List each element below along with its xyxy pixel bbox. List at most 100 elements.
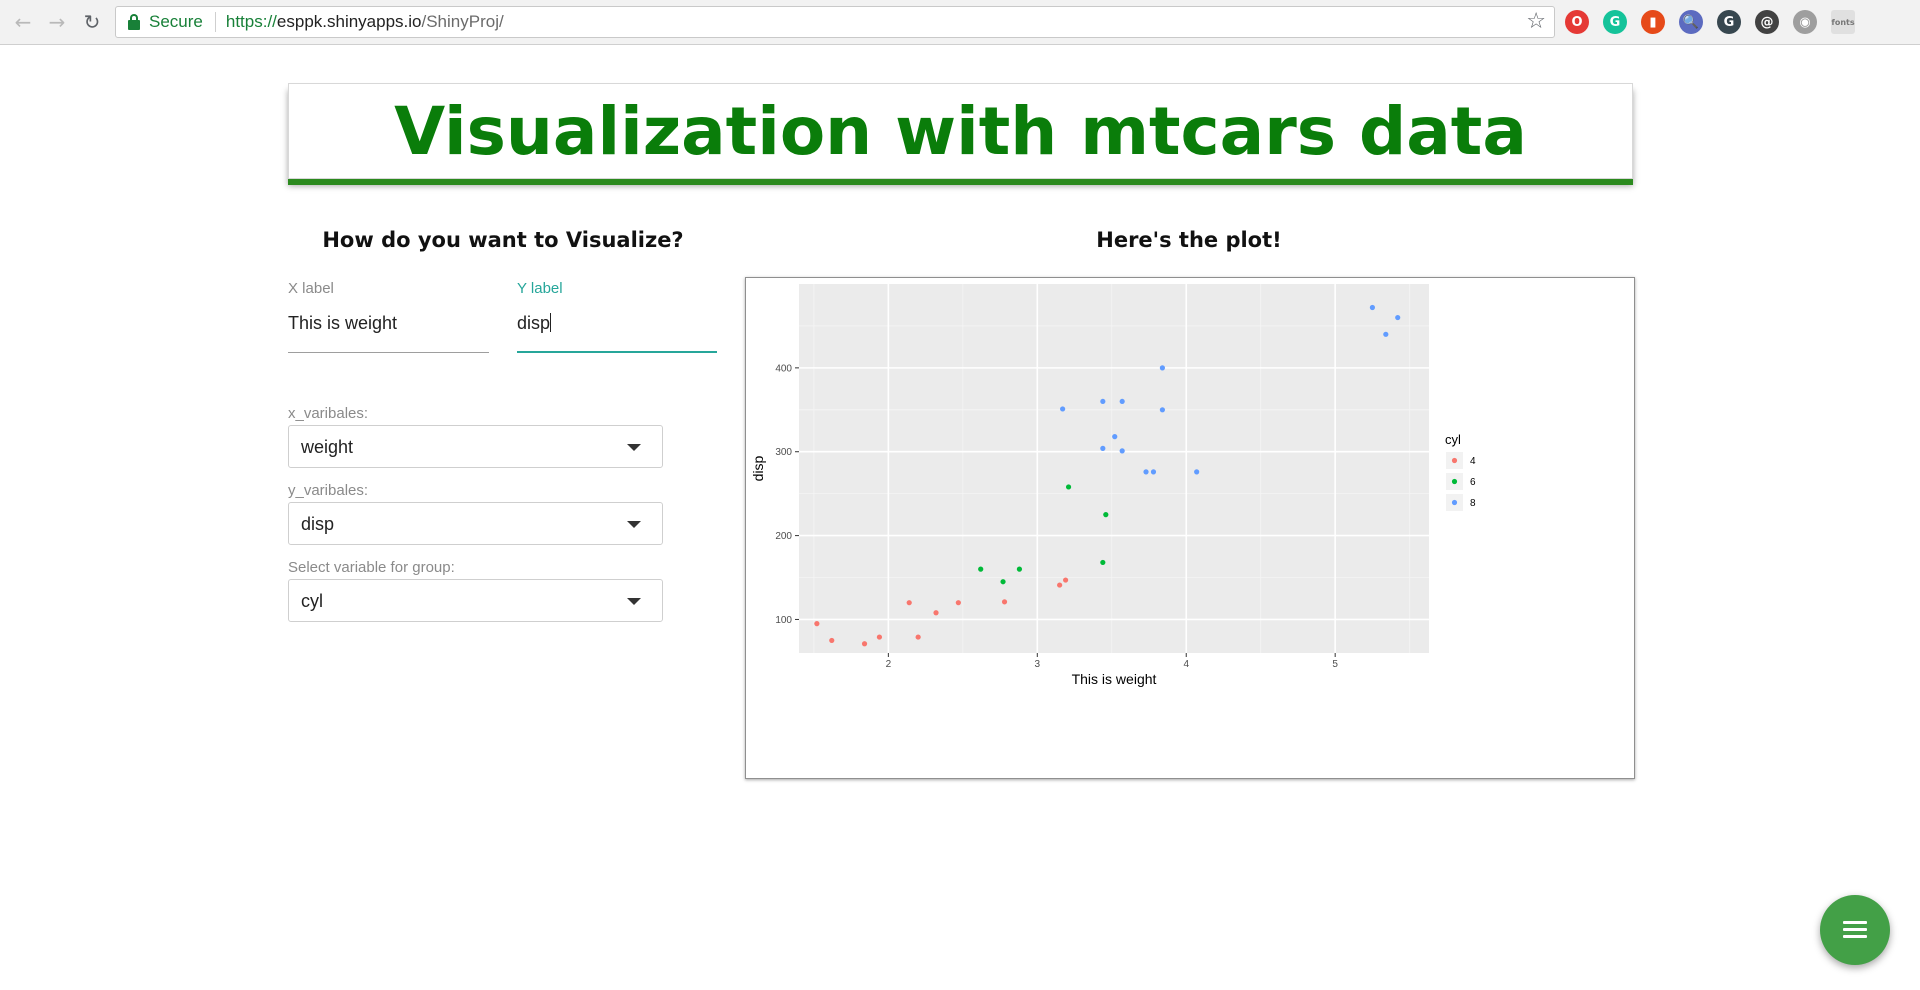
data-point-cyl-8 [1159,407,1166,413]
y-tick-label: 300 [775,447,792,458]
data-point-cyl-8 [1383,331,1389,337]
x-label-field: X label This is weight [288,280,489,353]
back-icon[interactable]: ← [14,10,32,34]
data-point-cyl-4 [876,634,883,640]
y-variable-group: y_varibales: disp [288,482,663,545]
url-path: /ShinyProj/ [421,12,504,31]
x-tick-label: 5 [1332,659,1338,670]
data-point-cyl-8 [1395,314,1401,321]
data-point-cyl-6 [1103,512,1109,518]
plot-container: 2 3 4 5 100 200 300 400 This is weight disp cyl 4 6 8 [745,277,1635,779]
address-bar[interactable]: Secure https://esppk.shinyapps.io/ShinyP… [115,6,1555,38]
x-variable-label: x_varibales: [288,405,369,422]
legend-point-cyl-8 [1451,499,1458,506]
scatter-plot: 2 3 4 5 100 200 300 400 This is weight disp cyl 4 6 8 [750,284,1476,687]
y-label-caption: Y label [517,280,563,297]
spy-icon[interactable]: 🔍 [1679,10,1703,34]
data-point-cyl-8 [1100,445,1106,451]
data-point-cyl-4 [814,621,820,627]
data-point-cyl-8 [1194,469,1200,475]
group-variable-label: Select variable for group: [288,559,455,576]
data-point-cyl-4 [906,600,912,606]
x-tick-label: 3 [1035,659,1041,670]
y-tick-label: 200 [775,531,792,542]
grammarly-icon[interactable]: G [1603,10,1627,34]
group-variable-select[interactable]: cyl [288,579,663,622]
group-variable-group: Select variable for group: cyl [288,559,663,622]
data-point-cyl-8 [1159,365,1166,371]
x-label-value: This is weight [288,313,398,333]
address-divider [214,12,216,32]
fonts-icon[interactable]: fonts [1831,10,1855,34]
data-point-cyl-4 [933,610,939,616]
swirl-icon[interactable]: @ [1755,10,1779,34]
plot-heading: Here's the plot! [1096,228,1282,252]
title-banner: Visualization with mtcars data [288,83,1633,179]
caret-down-icon [627,598,641,605]
forward-icon[interactable]: → [48,10,66,34]
x-tick-label: 2 [886,659,892,670]
legend-point-cyl-6 [1451,478,1458,485]
x-axis-title: This is weight [1072,671,1157,687]
hamburger-icon [1843,921,1867,939]
reload-icon[interactable]: ↻ [83,10,101,34]
x-variable-group: x_varibales: weight [288,405,663,468]
y-label-value: disp [517,313,551,333]
data-point-cyl-6 [1100,559,1106,566]
y-tick-label: 400 [775,363,792,374]
url-scheme: https:// [225,12,277,31]
y-variable-select[interactable]: disp [288,502,663,545]
legend-title: cyl [1445,432,1461,447]
legend-label: 6 [1470,477,1476,488]
legend-label: 4 [1470,456,1476,467]
caret-down-icon [627,521,641,528]
data-point-cyl-8 [1112,434,1118,440]
data-point-cyl-4 [1057,582,1063,588]
y-tick-label: 100 [775,615,792,626]
y-label-field: Y label disp [517,280,717,353]
bookmark-star-icon[interactable]: ☆ [1526,9,1546,34]
y-axis-title: disp [750,455,766,481]
data-point-cyl-4 [861,641,868,647]
data-point-cyl-4 [915,634,921,640]
lock-icon [127,14,141,30]
data-point-cyl-8 [1143,469,1149,475]
data-point-cyl-4 [955,600,961,606]
x-label-input[interactable]: This is weight [288,309,489,353]
plot-panel [799,284,1429,653]
legend-label: 8 [1470,498,1476,509]
data-point-cyl-8 [1150,469,1157,475]
browser-toolbar: ← → ↻ Secure https://esppk.shinyapps.io /… [0,0,1920,45]
group-variable-value: cyl [301,591,323,611]
secure-label: Secure [149,12,203,31]
caret-down-icon [627,444,641,451]
data-point-cyl-4 [1062,577,1069,583]
data-point-cyl-4 [829,637,835,644]
data-point-cyl-6 [978,566,984,572]
page-title: Visualization with mtcars data [394,92,1527,170]
x-label-caption: X label [288,280,334,297]
menu-fab-button[interactable] [1820,895,1890,965]
data-point-cyl-8 [1100,398,1106,405]
legend-point-cyl-4 [1451,457,1458,464]
x-tick-label: 4 [1183,659,1189,670]
extension-icons: O G ▮ 🔍 G @ ◉ fonts [1565,10,1855,36]
y-label-input[interactable]: disp [517,309,717,353]
y-variable-label: y_varibales: [288,482,369,499]
text-caret [550,313,552,332]
office-icon[interactable]: ▮ [1641,10,1665,34]
y-variable-value: disp [301,514,335,534]
data-point-cyl-8 [1119,398,1125,405]
data-point-cyl-8 [1119,448,1125,454]
data-point-cyl-8 [1060,406,1066,412]
data-point-cyl-6 [1065,484,1072,490]
controls-heading: How do you want to Visualize? [322,228,684,252]
data-point-cyl-6 [1016,566,1023,572]
ghostery-icon[interactable]: G [1717,10,1741,34]
opera-icon[interactable]: O [1565,10,1589,34]
x-variable-select[interactable]: weight [288,425,663,468]
data-point-cyl-8 [1369,304,1376,311]
x-variable-value: weight [301,437,354,457]
data-point-cyl-4 [1001,599,1008,605]
camera-icon[interactable]: ◉ [1793,10,1817,34]
